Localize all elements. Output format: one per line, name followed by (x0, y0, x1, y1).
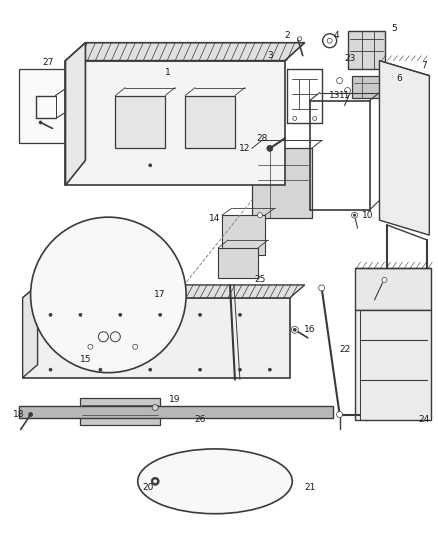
Text: 26: 26 (194, 415, 206, 424)
Circle shape (298, 37, 302, 41)
Text: 3: 3 (267, 51, 273, 60)
Bar (46, 325, 255, 335)
Text: 12: 12 (239, 144, 251, 153)
Circle shape (337, 78, 343, 84)
Text: 2: 2 (284, 31, 290, 40)
Circle shape (293, 328, 296, 332)
Text: 15: 15 (80, 355, 91, 364)
Text: 23: 23 (344, 54, 355, 63)
Text: 6: 6 (396, 74, 402, 83)
Polygon shape (23, 285, 38, 378)
Circle shape (88, 344, 93, 349)
Circle shape (238, 313, 241, 317)
Circle shape (353, 214, 356, 216)
Polygon shape (185, 95, 235, 148)
Text: 7: 7 (421, 61, 427, 70)
Text: 19: 19 (170, 395, 181, 404)
Text: 13: 13 (329, 91, 340, 100)
Circle shape (39, 121, 42, 124)
Circle shape (149, 368, 152, 371)
Circle shape (319, 285, 325, 291)
Polygon shape (355, 310, 431, 419)
Circle shape (31, 217, 186, 373)
Text: 10: 10 (362, 211, 373, 220)
Circle shape (327, 38, 332, 43)
Text: 16: 16 (304, 325, 315, 334)
Text: 18: 18 (13, 410, 25, 419)
Circle shape (268, 368, 271, 371)
Text: 14: 14 (209, 214, 221, 223)
Circle shape (152, 405, 158, 410)
Text: 17: 17 (155, 290, 166, 300)
Text: 20: 20 (142, 483, 154, 492)
Circle shape (79, 313, 82, 317)
Circle shape (313, 117, 317, 120)
Circle shape (49, 368, 52, 371)
Circle shape (291, 326, 298, 333)
Text: 4: 4 (334, 31, 339, 40)
Polygon shape (23, 285, 305, 298)
Bar (19, 406, 332, 417)
Polygon shape (222, 215, 265, 255)
Bar (348, 31, 385, 69)
Bar (25, 305, 53, 350)
Bar (19, 69, 108, 143)
Circle shape (198, 368, 201, 371)
Bar (81, 398, 160, 425)
Text: 11: 11 (339, 91, 350, 100)
Polygon shape (115, 95, 165, 148)
Circle shape (382, 278, 387, 282)
Polygon shape (66, 43, 85, 185)
Circle shape (198, 313, 201, 317)
Circle shape (267, 146, 273, 151)
Bar (352, 76, 392, 98)
Bar (46, 360, 255, 370)
Bar (252, 148, 312, 218)
Circle shape (337, 411, 343, 417)
Circle shape (238, 368, 241, 371)
Bar (46, 345, 255, 355)
Polygon shape (66, 61, 285, 185)
Text: 22: 22 (339, 345, 350, 354)
Circle shape (154, 480, 157, 483)
Circle shape (28, 413, 32, 416)
Circle shape (149, 164, 152, 167)
Text: 28: 28 (256, 134, 268, 143)
Polygon shape (218, 248, 258, 278)
Polygon shape (379, 61, 429, 235)
Text: 24: 24 (419, 415, 430, 424)
Polygon shape (66, 43, 305, 61)
Circle shape (293, 117, 297, 120)
Bar (178, 472, 243, 494)
Polygon shape (355, 268, 431, 310)
Polygon shape (23, 298, 290, 378)
Ellipse shape (138, 449, 292, 514)
Text: 5: 5 (392, 25, 397, 33)
Text: 27: 27 (43, 58, 54, 67)
Circle shape (159, 313, 162, 317)
Text: 25: 25 (254, 276, 265, 285)
Circle shape (49, 313, 52, 317)
Circle shape (99, 368, 102, 371)
Circle shape (352, 212, 357, 218)
Circle shape (119, 313, 122, 317)
Text: 1: 1 (165, 68, 171, 77)
Circle shape (151, 478, 159, 486)
Text: 21: 21 (304, 483, 315, 492)
Circle shape (133, 344, 138, 349)
Circle shape (345, 87, 350, 94)
Circle shape (258, 213, 262, 217)
